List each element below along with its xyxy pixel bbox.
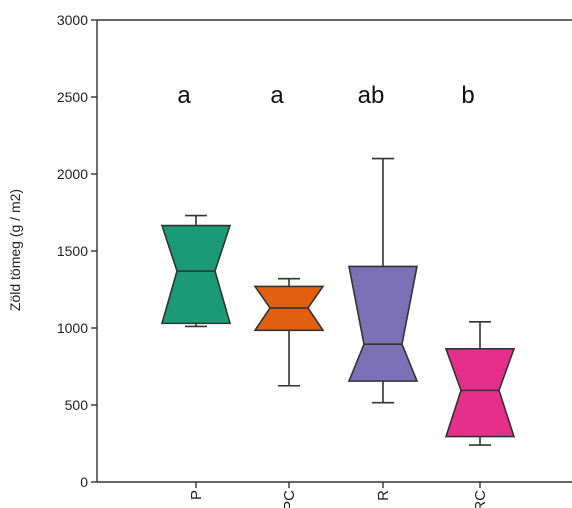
y-tick-label: 0 <box>80 474 88 490</box>
y-tick-label: 1000 <box>57 320 88 336</box>
box-R <box>347 157 419 404</box>
y-tick-label: 2000 <box>57 166 88 182</box>
y-tick-label: 1500 <box>57 243 88 259</box>
notched-box <box>444 347 516 438</box>
y-tick-label: 500 <box>65 397 89 413</box>
y-axis-title-group: Zöld tömeg (g / m2) <box>7 189 23 311</box>
notched-box <box>160 224 232 325</box>
box-P <box>160 214 232 328</box>
notched-box <box>347 265 419 382</box>
significance-letters: a a ab b <box>177 82 474 109</box>
box-PC <box>253 277 325 387</box>
significance-letter-PC: a <box>270 82 284 109</box>
y-tick-label: 3000 <box>57 12 88 28</box>
y-tick-label: 2500 <box>57 89 88 105</box>
boxes <box>160 157 516 446</box>
x-category-label: RC <box>472 490 489 508</box>
y-axis-title: Zöld tömeg (g / m2) <box>7 189 23 311</box>
x-category-labels: P PC R RC <box>188 482 489 508</box>
x-category-label: R <box>375 490 392 501</box>
significance-letter-RC: b <box>461 82 474 109</box>
y-ticks: 0 500 1000 1500 2000 2500 3000 <box>57 12 97 490</box>
x-category-label: PC <box>281 490 298 508</box>
x-category-label: P <box>188 490 205 500</box>
box-RC <box>444 321 516 446</box>
significance-letter-P: a <box>177 82 191 109</box>
significance-letter-R: ab <box>358 82 385 109</box>
